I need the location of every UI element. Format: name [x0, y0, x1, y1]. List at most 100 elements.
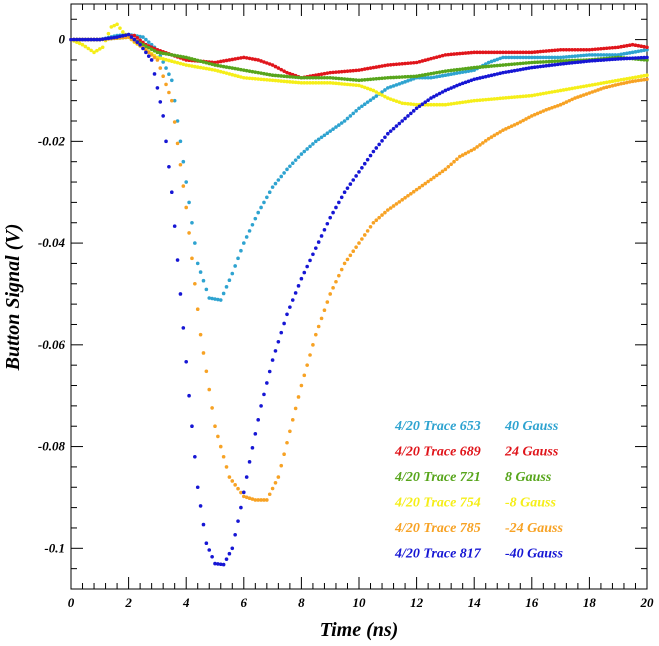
data-point — [530, 65, 534, 70]
data-point — [256, 210, 261, 215]
data-point — [432, 102, 436, 107]
data-point — [172, 60, 177, 64]
data-point — [348, 77, 353, 82]
data-point — [342, 82, 347, 86]
data-point — [478, 76, 482, 80]
data-point — [265, 381, 269, 385]
data-point — [573, 96, 577, 100]
data-point — [553, 62, 557, 67]
data-point — [460, 67, 465, 71]
data-point — [115, 22, 119, 27]
data-point — [544, 55, 548, 60]
x-tick-label: 0 — [68, 595, 75, 610]
data-point — [218, 298, 223, 302]
data-point — [144, 44, 148, 49]
data-point — [262, 77, 266, 82]
data-point — [391, 62, 396, 67]
data-point — [80, 42, 85, 47]
data-point — [483, 74, 488, 79]
data-point — [322, 71, 327, 76]
data-point — [95, 37, 99, 42]
data-point — [587, 91, 592, 95]
data-point — [397, 121, 402, 126]
legend-entry-field: 24 Gauss — [504, 445, 559, 460]
data-point — [409, 61, 413, 65]
data-point — [587, 83, 592, 88]
data-point — [532, 50, 537, 54]
data-point — [610, 79, 615, 84]
data-point — [622, 56, 626, 61]
data-point — [250, 76, 255, 81]
data-point — [449, 162, 453, 167]
data-point — [305, 363, 309, 367]
data-point — [489, 50, 494, 55]
data-point — [89, 37, 93, 42]
data-point — [627, 43, 632, 47]
data-point — [498, 56, 502, 61]
data-point — [426, 102, 430, 107]
data-point — [578, 85, 583, 89]
data-point — [564, 61, 569, 66]
data-point — [288, 80, 292, 84]
data-point — [639, 55, 644, 60]
data-point — [227, 58, 232, 62]
data-point — [388, 85, 393, 89]
data-point — [282, 171, 286, 175]
data-point — [334, 76, 338, 81]
data-point — [645, 45, 649, 50]
data-point — [417, 104, 422, 109]
data-point — [155, 47, 160, 52]
data-point — [420, 59, 425, 63]
data-point — [121, 33, 125, 38]
data-point — [434, 55, 439, 59]
data-point — [642, 77, 646, 82]
data-point — [262, 200, 266, 205]
data-point — [351, 83, 356, 87]
data-point — [334, 205, 338, 210]
data-point — [630, 50, 635, 55]
data-point — [607, 46, 612, 50]
data-point — [374, 146, 379, 150]
data-point — [293, 158, 298, 162]
data-point — [578, 60, 583, 64]
data-point — [302, 373, 307, 378]
data-point — [322, 81, 327, 85]
data-point — [538, 49, 543, 54]
data-point — [622, 52, 626, 56]
data-point — [152, 55, 157, 60]
data-point — [377, 91, 381, 96]
data-point — [270, 73, 275, 78]
data-point — [409, 111, 413, 116]
data-point — [518, 61, 523, 66]
data-point — [590, 90, 595, 94]
data-point — [328, 70, 333, 75]
data-point — [314, 246, 318, 250]
data-point — [256, 70, 261, 75]
data-point — [446, 72, 451, 77]
data-point — [377, 76, 381, 81]
data-point — [587, 59, 592, 63]
x-tick-label: 20 — [640, 595, 655, 610]
data-point — [224, 58, 229, 63]
data-point — [302, 81, 307, 85]
data-point — [558, 62, 563, 66]
y-tick-label: -0.02 — [38, 133, 66, 148]
data-point — [509, 50, 514, 55]
data-point — [270, 358, 275, 362]
data-point — [627, 80, 632, 84]
data-point — [558, 88, 563, 93]
data-point — [386, 86, 390, 90]
data-point — [365, 157, 370, 162]
data-point — [178, 54, 183, 59]
data-point — [311, 343, 315, 347]
data-point — [331, 210, 335, 215]
data-point — [342, 190, 347, 195]
series-6 — [69, 32, 649, 567]
data-point — [645, 55, 649, 60]
data-point — [207, 387, 212, 392]
data-point — [642, 44, 646, 49]
data-point — [527, 94, 531, 98]
data-point — [391, 84, 396, 88]
data-point — [230, 72, 235, 77]
data-point — [581, 53, 586, 58]
